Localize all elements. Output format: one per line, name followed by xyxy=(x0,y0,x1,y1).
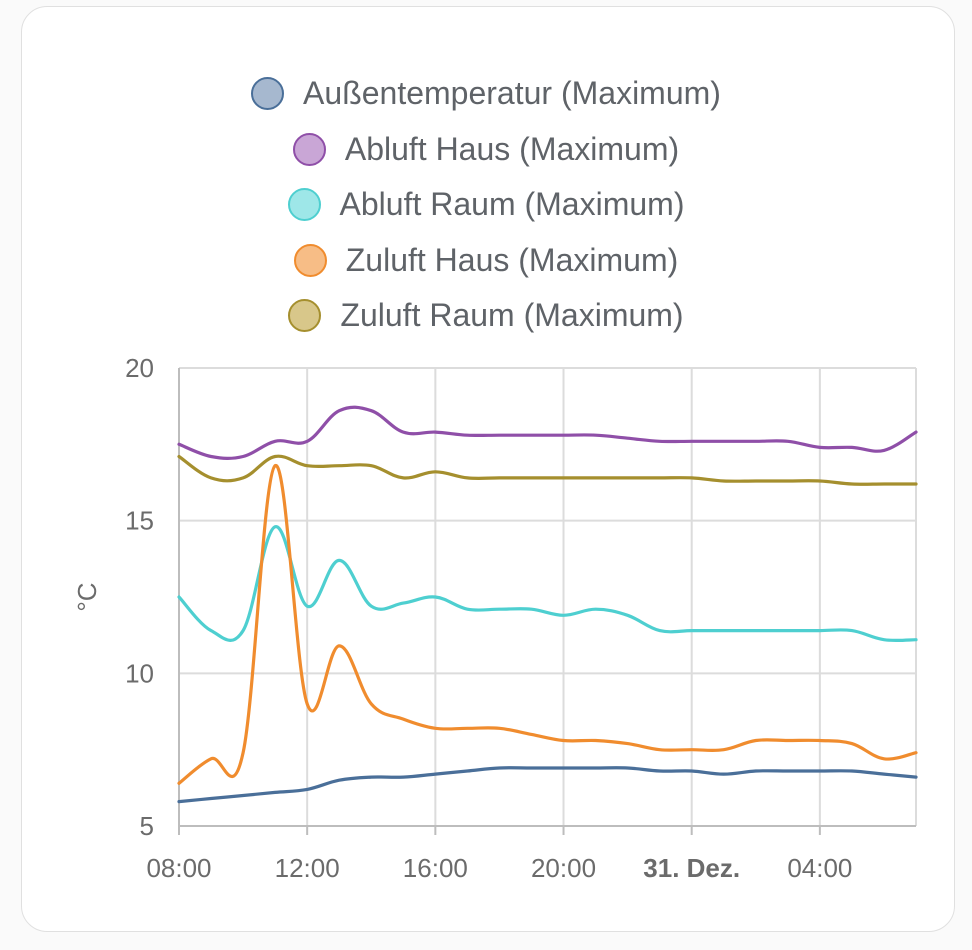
y-tick-label: 15 xyxy=(125,506,154,536)
x-tick-label: 12:00 xyxy=(275,853,340,883)
legend-swatch xyxy=(287,188,321,222)
x-tick-label: 04:00 xyxy=(787,853,852,883)
legend-label: Außentemperatur (Maximum) xyxy=(303,75,721,112)
series-line-zuluft-haus[interactable] xyxy=(177,464,918,785)
legend-label: Zuluft Raum (Maximum) xyxy=(340,297,684,334)
x-tick-label: 31. Dez. xyxy=(643,853,740,883)
y-tick-label: 20 xyxy=(125,353,154,383)
grid xyxy=(178,367,917,835)
tick-labels: 5 10 15 20 08:00 12:00 16:00 20:00 31. Dez. 04:00 xyxy=(125,353,852,883)
x-tick-label: 20:00 xyxy=(531,853,596,883)
legend-item-aussentemperatur[interactable]: Außentemperatur (Maximum) xyxy=(251,66,721,122)
legend-label: Abluft Raum (Maximum) xyxy=(339,186,685,223)
y-tick-label: 5 xyxy=(140,811,154,841)
x-tick-label: 16:00 xyxy=(403,853,468,883)
legend-label: Zuluft Haus (Maximum) xyxy=(345,241,679,278)
legend: Außentemperatur (Maximum) Abluft Haus (M… xyxy=(0,66,972,344)
chart-card xyxy=(21,6,955,932)
y-tick-label: 10 xyxy=(125,658,154,688)
legend-item-abluft-raum[interactable]: Abluft Raum (Maximum) xyxy=(287,177,685,233)
legend-label: Abluft Haus (Maximum) xyxy=(344,130,680,167)
series-lines xyxy=(177,405,918,804)
y-axis-title: °C xyxy=(72,582,102,611)
legend-item-abluft-haus[interactable]: Abluft Haus (Maximum) xyxy=(292,122,680,178)
legend-swatch xyxy=(293,243,327,277)
legend-item-zuluft-haus[interactable]: Zuluft Haus (Maximum) xyxy=(293,233,679,289)
legend-swatch xyxy=(288,299,322,333)
series-line-zuluft-raum[interactable] xyxy=(177,454,918,486)
series-line-aussentemperatur[interactable] xyxy=(177,766,918,804)
legend-item-zuluft-raum[interactable]: Zuluft Raum (Maximum) xyxy=(288,288,684,344)
x-tick-label: 08:00 xyxy=(146,853,211,883)
legend-swatch xyxy=(292,132,326,166)
legend-swatch xyxy=(251,77,285,111)
series-line-abluft-haus[interactable] xyxy=(177,405,918,460)
